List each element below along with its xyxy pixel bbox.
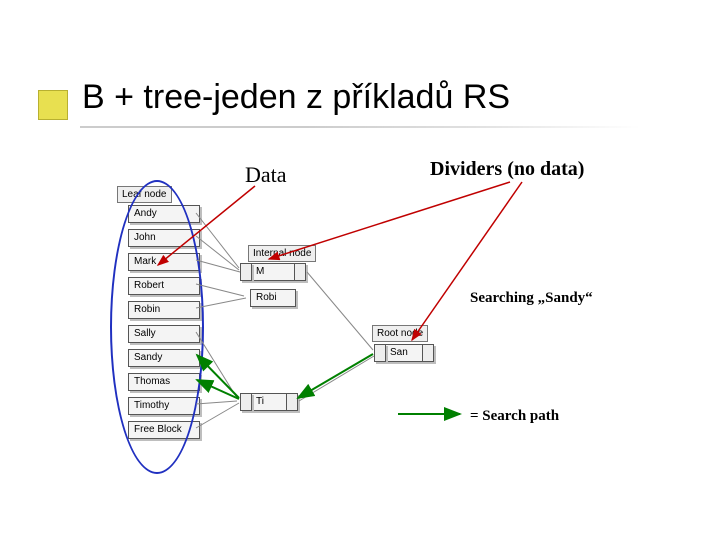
internal-pointer-cell xyxy=(286,393,298,411)
legend-label: = Search path xyxy=(470,408,559,425)
root-cell: San xyxy=(384,344,426,362)
internal-pointer-cell xyxy=(240,263,252,281)
red-arrows xyxy=(158,182,522,340)
title-bullet-square xyxy=(38,90,68,120)
label-internal-node: Internal node xyxy=(248,245,316,262)
slide-title: B + tree-jeden z příkladů RS xyxy=(82,78,510,117)
root-pointer-cell xyxy=(422,344,434,362)
annotation-dividers: Dividers (no data) xyxy=(430,158,584,181)
data-ellipse-highlight xyxy=(110,180,204,474)
internal-pointer-cell xyxy=(240,393,252,411)
internal-pointer-cell xyxy=(294,263,306,281)
root-pointer-cell xyxy=(374,344,386,362)
annotation-searching: Searching „Sandy“ xyxy=(470,290,593,307)
label-root-node: Root node xyxy=(372,325,428,342)
title-underline xyxy=(80,126,640,128)
internal-cell: M xyxy=(250,263,296,281)
annotation-data: Data xyxy=(245,162,287,188)
internal-cell: Robi xyxy=(250,289,296,307)
